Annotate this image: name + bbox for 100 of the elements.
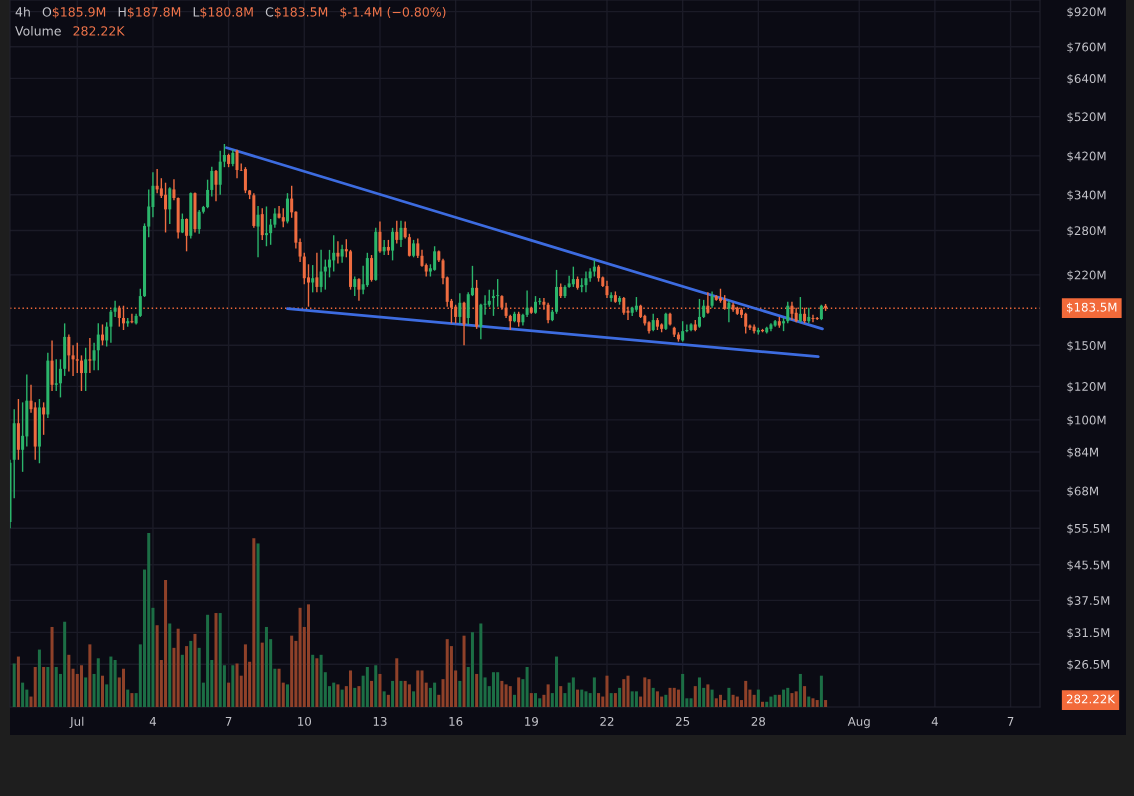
bar <box>252 538 256 707</box>
candlestick <box>302 252 306 285</box>
candlestick <box>109 309 113 344</box>
candlestick <box>584 270 588 294</box>
bar <box>407 684 411 707</box>
bar <box>761 701 765 707</box>
candlestick <box>138 288 142 318</box>
bar <box>626 675 630 707</box>
x-tick-label: Aug <box>847 717 870 729</box>
bar <box>294 640 298 707</box>
bar <box>630 691 634 707</box>
candlestick <box>180 212 184 234</box>
bar <box>54 666 58 707</box>
x-tick-label: 4 <box>149 717 157 726</box>
candlestick <box>546 302 550 325</box>
candlestick <box>357 277 361 302</box>
bar <box>651 687 655 707</box>
bar <box>357 686 361 707</box>
chart-title: Volume <box>15 25 61 36</box>
x-tick-label: 22 <box>600 716 614 726</box>
bar <box>260 642 264 707</box>
candlestick <box>382 239 386 256</box>
candlestick <box>185 217 189 253</box>
bar <box>647 679 651 707</box>
bar <box>655 691 659 707</box>
bar <box>496 672 500 707</box>
bar <box>807 696 811 707</box>
bar <box>613 693 617 707</box>
y-tick-label: $84M <box>1067 447 1098 459</box>
bar <box>155 625 159 707</box>
bar <box>378 673 382 707</box>
candlestick <box>609 291 613 303</box>
candlestick <box>172 178 176 201</box>
bar <box>311 654 315 707</box>
bar <box>479 623 483 707</box>
bar <box>197 647 201 707</box>
candlestick <box>113 300 117 318</box>
candlestick <box>571 265 575 288</box>
bar <box>84 677 88 707</box>
y-tick-label: $120M <box>1067 381 1106 393</box>
candlestick <box>206 178 210 209</box>
candlestick <box>466 291 470 326</box>
bar <box>563 693 567 707</box>
candlestick <box>256 205 260 258</box>
x-tick-label: 13 <box>373 716 387 726</box>
bar <box>227 682 231 707</box>
bar <box>370 680 374 707</box>
bar <box>63 621 67 707</box>
bar <box>782 689 786 707</box>
annotation: H <box>118 7 126 17</box>
bar <box>33 666 37 707</box>
bar <box>681 673 685 707</box>
bar <box>130 693 134 707</box>
bar <box>382 691 386 707</box>
candlestick <box>218 149 222 196</box>
bar <box>164 579 168 707</box>
bar <box>458 680 462 707</box>
candlestick <box>395 220 399 245</box>
y-tick-label: $150M <box>1067 340 1106 352</box>
bar <box>395 658 399 707</box>
bar <box>735 696 739 707</box>
bar <box>277 668 281 707</box>
bar <box>349 670 353 707</box>
y-tick-label: $55.5M <box>1067 523 1110 535</box>
annotation: $187.8M <box>127 6 181 19</box>
x-tick-label: Jul <box>69 716 84 729</box>
candlestick <box>681 320 685 343</box>
bar <box>790 693 794 707</box>
candlestick <box>88 337 92 374</box>
bar <box>416 670 420 707</box>
candlestick <box>542 297 546 311</box>
bar <box>643 677 647 707</box>
bar <box>521 679 525 707</box>
candlestick <box>92 342 96 371</box>
y-tick-label: $280M <box>1067 225 1106 237</box>
candlestick <box>58 358 62 399</box>
candlestick <box>332 234 336 273</box>
candlestick <box>744 312 748 335</box>
bar <box>525 666 529 707</box>
annotation: O <box>42 7 52 17</box>
y-tick-label: $520M <box>1067 112 1106 123</box>
bar <box>803 686 807 707</box>
annotation: $185.9M <box>52 6 106 19</box>
bar <box>445 639 449 707</box>
candlestick <box>210 166 214 198</box>
bar <box>752 694 756 707</box>
bar <box>819 675 823 707</box>
bar <box>668 687 672 707</box>
bar <box>403 680 407 707</box>
y-tick-label: $640M <box>1067 73 1106 85</box>
bar <box>126 689 130 707</box>
candlestick <box>84 347 88 392</box>
bar <box>16 656 20 707</box>
bar <box>433 682 437 707</box>
x-tick-label: 7 <box>1007 717 1014 726</box>
bar <box>67 654 71 707</box>
candlestick <box>315 252 319 294</box>
candlestick <box>42 401 46 436</box>
bar <box>319 654 323 707</box>
candlestick <box>67 333 71 373</box>
